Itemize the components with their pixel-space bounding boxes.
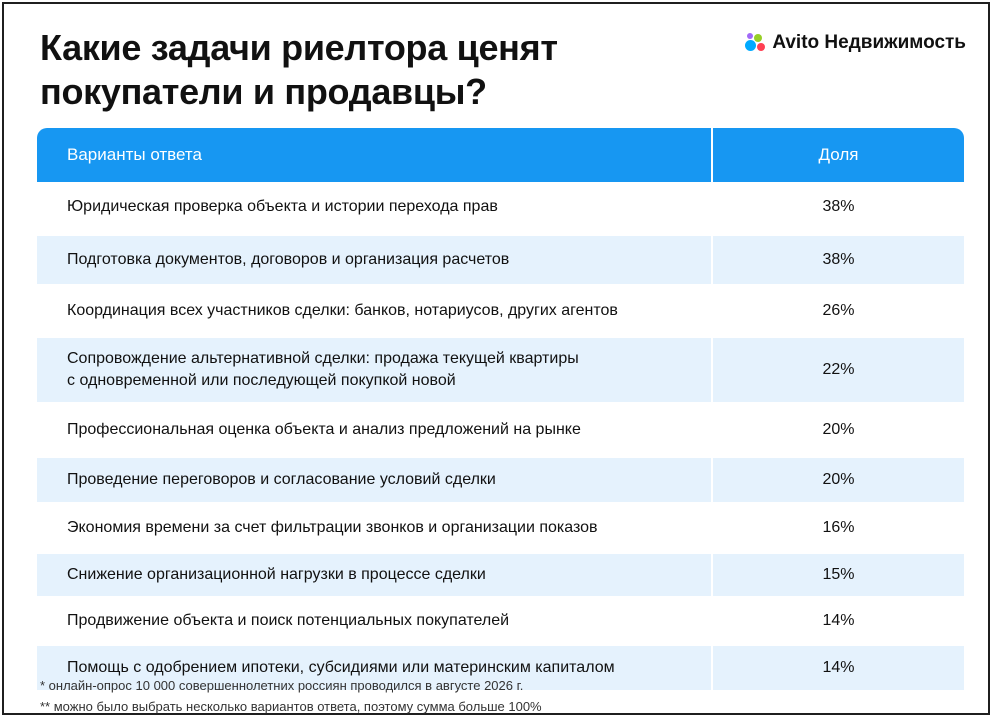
table-row: Продвижение объекта и поиск потенциальны… [37,600,964,642]
table-row: Экономия времени за счет фильтрации звон… [37,506,964,550]
table-row: Проведение переговоров и согласование ус… [37,458,964,502]
row-value: 20% [822,421,855,438]
row-label: Сопровождение альтернативной сделки: про… [67,350,579,389]
row-value: 15% [822,566,855,583]
row-value: 38% [822,251,855,268]
avito-logo-icon [744,32,766,54]
row-value: 14% [822,612,855,629]
table-row: Профессиональная оценка объекта и анализ… [37,406,964,454]
row-value: 14% [822,659,855,676]
avito-logo: Avito Недвижимость [744,32,966,54]
row-value: 38% [822,198,855,215]
row-label: Юридическая проверка объекта и истории п… [67,198,498,215]
page-title: Какие задачи риелтора ценят покупатели и… [40,27,558,112]
table-row: Снижение организационной нагрузки в проц… [37,554,964,596]
column-header-options: Варианты ответа [67,145,202,164]
row-label: Подготовка документов, договоров и орган… [67,251,510,268]
row-label: Экономия времени за счет фильтрации звон… [67,519,598,536]
table-row: Юридическая проверка объекта и истории п… [37,182,964,232]
footnote-multiple-choice: ** можно было выбрать несколько варианто… [40,699,542,714]
table-header: Варианты ответа Доля [37,128,964,182]
table-body: Юридическая проверка объекта и истории п… [37,182,964,690]
footnotes: * онлайн-опрос 10 000 совершеннолетних р… [40,675,542,717]
table-row: Сопровождение альтернативной сделки: про… [37,338,964,402]
table-row: Помощь с одобрением ипотеки, субсидиями … [37,646,964,690]
row-value: 26% [822,302,855,319]
avito-logo-text: Avito Недвижимость [772,32,966,53]
row-label: Снижение организационной нагрузки в проц… [67,566,486,583]
footnote-survey: * онлайн-опрос 10 000 совершеннолетних р… [40,678,524,693]
results-table: Варианты ответа Доля Юридическая проверк… [37,128,964,690]
row-value: 20% [822,471,855,488]
table-row: Координация всех участников сделки: банк… [37,288,964,334]
row-label: Помощь с одобрением ипотеки, субсидиями … [67,659,615,676]
row-label: Проведение переговоров и согласование ус… [67,471,496,488]
row-label: Координация всех участников сделки: банк… [67,302,618,319]
table-row: Подготовка документов, договоров и орган… [37,236,964,284]
row-label: Профессиональная оценка объекта и анализ… [67,421,581,438]
row-value: 22% [822,361,855,378]
row-value: 16% [822,519,855,536]
row-label: Продвижение объекта и поиск потенциальны… [67,612,510,629]
column-header-share: Доля [818,145,859,164]
